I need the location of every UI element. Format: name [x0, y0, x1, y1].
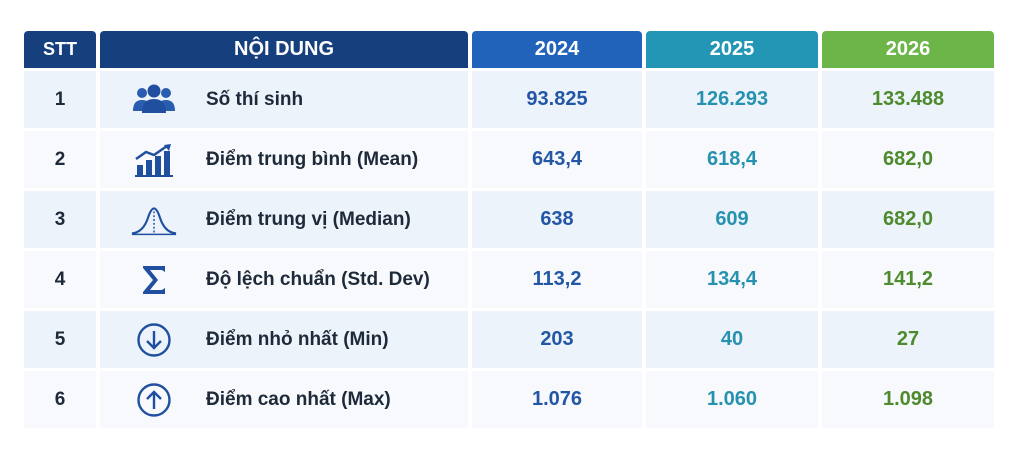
row-content: Điểm trung vị (Median): [100, 191, 468, 248]
arrow-up-circle-icon: [130, 382, 178, 418]
users-icon: [130, 82, 178, 118]
row-label: Điểm cao nhất (Max): [206, 388, 391, 410]
row-stt: 5: [24, 311, 96, 368]
row-stt: 2: [24, 131, 96, 188]
table-row: 2 Điểm trung bình (Mean) 643,4 618,4 682…: [24, 131, 996, 188]
value-2025: 609: [646, 191, 818, 248]
table-header: STT NỘI DUNG 2024 2025 2026: [24, 31, 996, 68]
value-2026: 133.488: [822, 71, 994, 128]
value-2024: 203: [472, 311, 642, 368]
value-2024: 1.076: [472, 371, 642, 428]
value-2026: 27: [822, 311, 994, 368]
arrow-down-circle-icon: [130, 322, 178, 358]
row-content: Độ lệch chuẩn (Std. Dev): [100, 251, 468, 308]
row-content: Điểm nhỏ nhất (Min): [100, 311, 468, 368]
value-2024: 113,2: [472, 251, 642, 308]
row-label: Điểm trung vị (Median): [206, 208, 411, 230]
value-2025: 134,4: [646, 251, 818, 308]
value-2024: 93.825: [472, 71, 642, 128]
statistics-table: STT NỘI DUNG 2024 2025 2026 1 Số thí sin…: [24, 31, 996, 428]
row-content: Điểm cao nhất (Max): [100, 371, 468, 428]
row-stt: 1: [24, 71, 96, 128]
row-content: Điểm trung bình (Mean): [100, 131, 468, 188]
row-label: Điểm trung bình (Mean): [206, 148, 419, 170]
value-2025: 126.293: [646, 71, 818, 128]
table-row: 3 Điểm trung vị (Median) 638 609 682,0: [24, 191, 996, 248]
table-row: 6 Điểm cao nhất (Max) 1.076 1.060 1.098: [24, 371, 996, 428]
header-2024: 2024: [472, 31, 642, 68]
bar-chart-trend-icon: [130, 142, 178, 178]
value-2026: 141,2: [822, 251, 994, 308]
value-2024: 638: [472, 191, 642, 248]
row-label: Điểm nhỏ nhất (Min): [206, 328, 389, 350]
bell-curve-icon: [130, 202, 178, 238]
row-content: Số thí sinh: [100, 71, 468, 128]
value-2024: 643,4: [472, 131, 642, 188]
value-2026: 682,0: [822, 131, 994, 188]
table-row: 1 Số thí sinh 93.825 126.293 133.488: [24, 71, 996, 128]
row-stt: 6: [24, 371, 96, 428]
row-stt: 3: [24, 191, 96, 248]
value-2025: 618,4: [646, 131, 818, 188]
table-row: 5 Điểm nhỏ nhất (Min) 203 40 27: [24, 311, 996, 368]
sigma-icon: [130, 262, 178, 298]
header-content: NỘI DUNG: [100, 31, 468, 68]
row-stt: 4: [24, 251, 96, 308]
value-2026: 1.098: [822, 371, 994, 428]
value-2026: 682,0: [822, 191, 994, 248]
table-row: 4 Độ lệch chuẩn (Std. Dev) 113,2 134,4 1…: [24, 251, 996, 308]
value-2025: 1.060: [646, 371, 818, 428]
row-label: Số thí sinh: [206, 88, 304, 110]
row-label: Độ lệch chuẩn (Std. Dev): [206, 268, 430, 290]
header-stt: STT: [24, 31, 96, 68]
header-2026: 2026: [822, 31, 994, 68]
header-2025: 2025: [646, 31, 818, 68]
value-2025: 40: [646, 311, 818, 368]
